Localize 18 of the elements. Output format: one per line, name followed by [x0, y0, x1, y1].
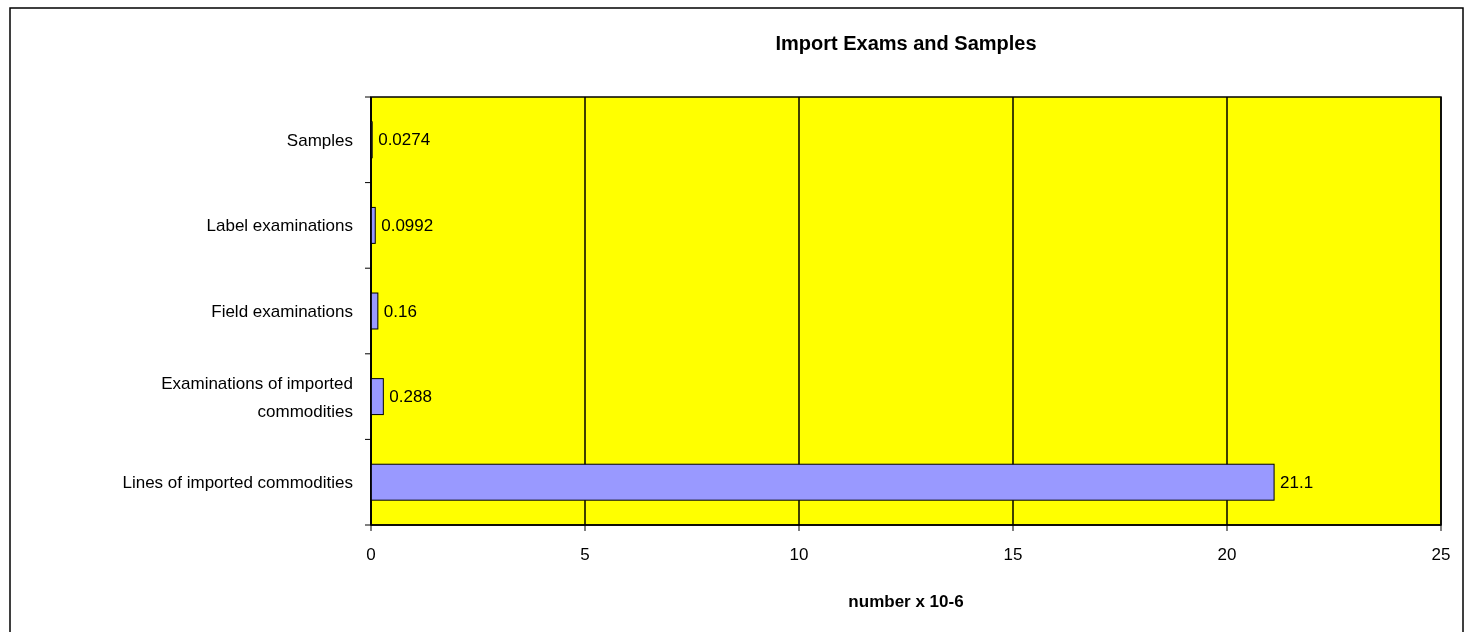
- y-tick-label: Label examinations: [206, 216, 353, 236]
- y-tick-label: Examinations of imported commodities: [161, 373, 353, 421]
- chart-title: Import Exams and Samples: [775, 32, 1037, 54]
- x-axis-title: number x 10-6: [848, 592, 964, 611]
- data-label: 21.1: [1280, 472, 1314, 492]
- data-label: 0.16: [383, 301, 417, 321]
- data-label: 0.288: [389, 387, 432, 407]
- x-tick-label: 0: [366, 545, 376, 564]
- x-tick-label: 10: [789, 545, 809, 564]
- x-tick-label: 20: [1217, 545, 1237, 564]
- x-tick-label: 15: [1003, 545, 1023, 564]
- data-label: 0.0274: [378, 130, 431, 150]
- y-tick-label: Field examinations: [211, 301, 353, 321]
- y-tick-label: Samples: [286, 130, 353, 150]
- data-label: 0.0992: [381, 215, 434, 235]
- y-tick-label: Lines of imported commodities: [122, 473, 353, 493]
- x-tick-label: 5: [580, 545, 590, 564]
- x-tick-label: 25: [1431, 545, 1451, 564]
